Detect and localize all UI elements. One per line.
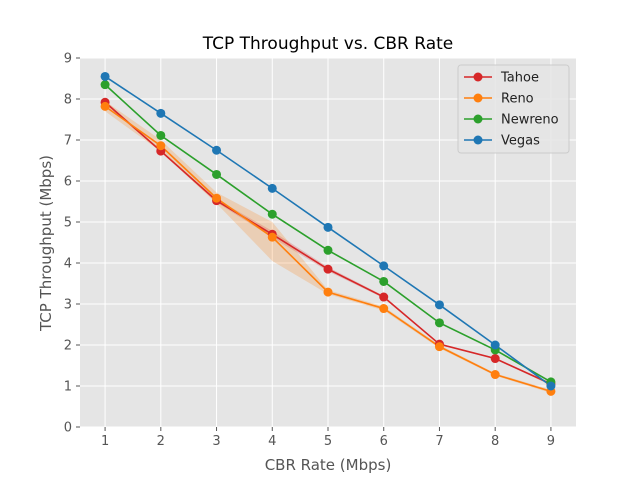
y-tick-label: 1 bbox=[64, 380, 72, 395]
vegas-point bbox=[267, 183, 277, 193]
x-tick-label: 4 bbox=[268, 434, 276, 449]
newreno-point bbox=[434, 318, 444, 328]
newreno-legend-label: Newreno bbox=[501, 113, 559, 128]
vegas-point bbox=[212, 145, 222, 155]
chart-title: TCP Throughput vs. CBR Rate bbox=[202, 34, 454, 54]
legend: Tahoe Reno Newreno Vegas bbox=[457, 64, 570, 154]
newreno-point bbox=[323, 245, 333, 255]
x-tick-label: 1 bbox=[101, 434, 109, 449]
newreno-point bbox=[212, 169, 222, 179]
reno-point bbox=[100, 101, 110, 111]
newreno-legend-marker bbox=[473, 114, 483, 124]
tahoe-legend-label: Tahoe bbox=[500, 71, 539, 86]
newreno-point bbox=[379, 276, 389, 286]
x-axis-label: CBR Rate (Mbps) bbox=[265, 456, 392, 474]
y-tick-label: 2 bbox=[64, 339, 72, 354]
y-tick-label: 7 bbox=[64, 134, 72, 149]
reno-legend-marker bbox=[473, 93, 483, 103]
y-tick-label: 0 bbox=[64, 421, 72, 436]
y-axis-label: TCP Throughput (Mbps) bbox=[37, 155, 55, 332]
vegas-point bbox=[379, 261, 389, 271]
vegas-legend-label: Vegas bbox=[501, 134, 540, 149]
reno-point bbox=[379, 304, 389, 314]
reno-point bbox=[267, 232, 277, 242]
reno-point bbox=[323, 287, 333, 297]
reno-point bbox=[490, 370, 500, 380]
x-tick-label: 3 bbox=[212, 434, 220, 449]
x-tick-label: 5 bbox=[324, 434, 332, 449]
y-tick-label: 8 bbox=[64, 93, 72, 108]
tahoe-point bbox=[323, 264, 333, 274]
y-tick-label: 9 bbox=[64, 52, 72, 67]
series-points bbox=[100, 71, 556, 396]
x-tick-label: 6 bbox=[380, 434, 388, 449]
tahoe-legend-marker bbox=[473, 72, 483, 82]
newreno-point bbox=[100, 80, 110, 90]
reno-point bbox=[156, 141, 166, 151]
x-tick-label: 7 bbox=[435, 434, 443, 449]
y-tick-label: 4 bbox=[64, 257, 72, 272]
y-tick-label: 6 bbox=[64, 175, 72, 190]
vegas-point bbox=[546, 381, 556, 391]
vegas-point bbox=[100, 71, 110, 81]
x-axis-ticks: 1 2 3 4 5 6 7 8 9 bbox=[101, 427, 555, 449]
y-axis-ticks: 0 1 2 3 4 5 6 7 8 9 bbox=[64, 52, 80, 436]
newreno-point bbox=[156, 130, 166, 140]
reno-point bbox=[212, 193, 222, 203]
y-tick-label: 3 bbox=[64, 298, 72, 313]
vegas-point bbox=[434, 300, 444, 310]
vegas-point bbox=[323, 222, 333, 232]
x-tick-label: 8 bbox=[491, 434, 499, 449]
y-tick-label: 5 bbox=[64, 216, 72, 231]
newreno-point bbox=[267, 209, 277, 219]
x-tick-label: 9 bbox=[547, 434, 555, 449]
legend-box bbox=[457, 64, 570, 154]
reno-legend-label: Reno bbox=[501, 92, 534, 107]
vegas-point bbox=[490, 340, 500, 350]
x-tick-label: 2 bbox=[157, 434, 165, 449]
tahoe-point bbox=[379, 292, 389, 302]
reno-point bbox=[434, 342, 444, 352]
vegas-point bbox=[156, 108, 166, 118]
tahoe-point bbox=[490, 354, 500, 364]
vegas-legend-marker bbox=[473, 135, 483, 145]
